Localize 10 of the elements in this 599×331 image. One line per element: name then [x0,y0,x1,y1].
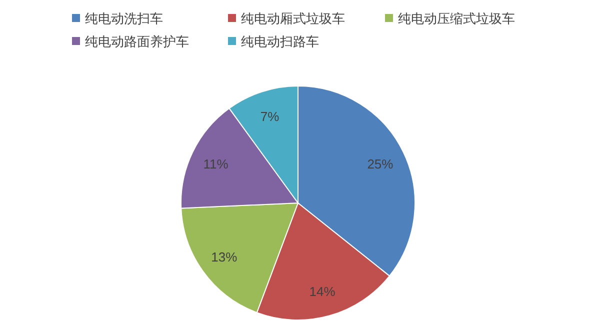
data-label: 14% [309,284,336,299]
data-label: 13% [211,250,238,265]
data-label: 11% [203,156,229,172]
data-label: 7% [260,109,280,124]
legend-label: 纯电动路面养护车 [85,34,189,49]
legend-label: 纯电动压缩式垃圾车 [398,11,515,26]
legend-label: 纯电动扫路车 [241,34,319,49]
data-label: 25% [367,156,394,172]
legend-label: 纯电动洗扫车 [85,11,163,26]
legend-label: 纯电动厢式垃圾车 [241,11,345,26]
